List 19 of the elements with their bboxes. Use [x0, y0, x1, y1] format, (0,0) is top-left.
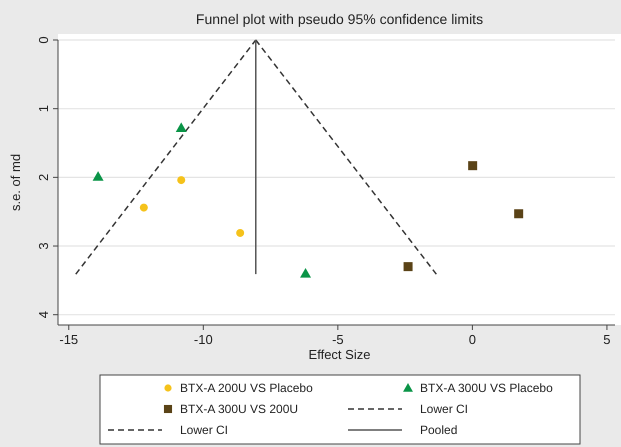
x-tick-label: -5 [332, 332, 344, 347]
y-tick-label: 0 [36, 36, 51, 44]
y-axis-title: s.e. of md [8, 154, 23, 212]
y-tick-label: 4 [36, 311, 51, 318]
legend-label: BTX-A 300U VS Placebo [420, 381, 554, 395]
x-axis-title: Effect Size [308, 347, 370, 362]
y-tick-label: 2 [36, 174, 51, 181]
legend-label: Pooled [420, 423, 458, 437]
legend-label: BTX-A 300U VS 200U [180, 402, 298, 416]
y-tick-label: 1 [36, 105, 51, 112]
legend-label: Lower CI [180, 423, 228, 437]
chart-title: Funnel plot with pseudo 95% confidence limits [196, 11, 484, 27]
y-tick-label: 3 [36, 242, 51, 250]
legend-label: Lower CI [420, 402, 468, 416]
x-tick-label: 5 [603, 332, 611, 347]
x-tick-label: -15 [59, 332, 78, 347]
x-tick-label: -10 [194, 332, 213, 347]
x-tick-label: 0 [468, 332, 476, 347]
legend-label: BTX-A 200U VS Placebo [180, 381, 314, 395]
